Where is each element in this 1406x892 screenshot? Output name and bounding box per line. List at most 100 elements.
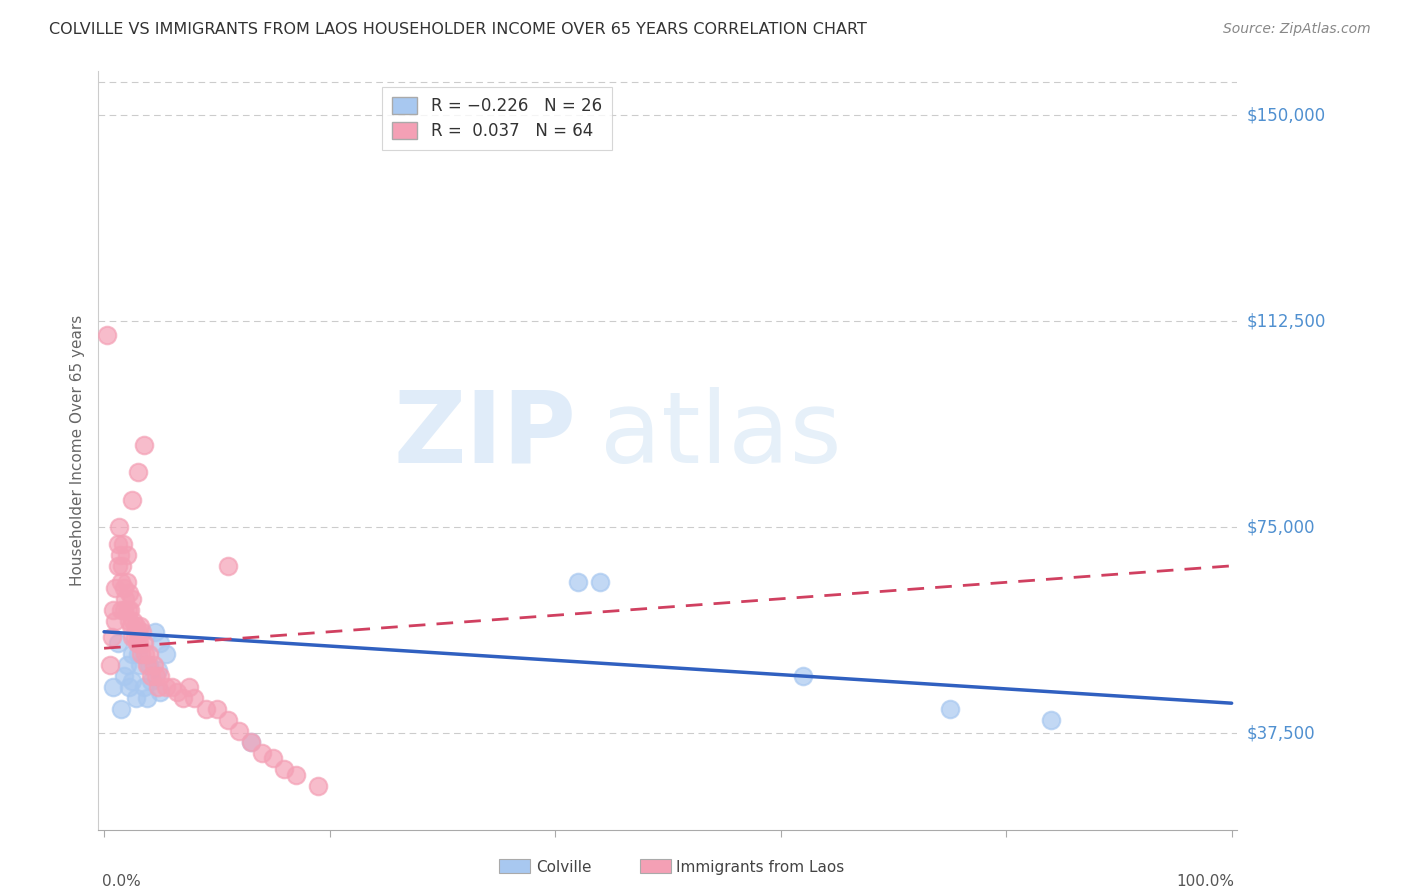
Point xyxy=(110,575,132,590)
Point xyxy=(284,767,307,781)
Text: COLVILLE VS IMMIGRANTS FROM LAOS HOUSEHOLDER INCOME OVER 65 YEARS CORRELATION CH: COLVILLE VS IMMIGRANTS FROM LAOS HOUSEHO… xyxy=(49,22,868,37)
Point xyxy=(112,669,135,683)
Text: $75,000: $75,000 xyxy=(1246,518,1315,536)
Text: atlas: atlas xyxy=(599,387,841,483)
Point xyxy=(121,492,143,507)
Point xyxy=(149,636,172,650)
Point xyxy=(149,669,172,683)
Text: $112,500: $112,500 xyxy=(1246,312,1326,330)
Point xyxy=(135,690,157,705)
Point xyxy=(101,603,124,617)
Point xyxy=(127,466,149,480)
Point xyxy=(122,614,145,628)
Point xyxy=(155,647,177,661)
Point xyxy=(112,537,135,551)
Point xyxy=(148,680,170,694)
Point xyxy=(101,680,124,694)
Text: 0.0%: 0.0% xyxy=(101,873,141,888)
Point xyxy=(118,603,141,617)
Point xyxy=(239,734,262,748)
Text: 100.0%: 100.0% xyxy=(1175,873,1234,888)
Point xyxy=(125,636,148,650)
Legend: R = −0.226   N = 26, R =  0.037   N = 64: R = −0.226 N = 26, R = 0.037 N = 64 xyxy=(382,87,612,150)
Point xyxy=(132,636,155,650)
Point xyxy=(96,328,118,343)
Point xyxy=(129,619,152,633)
Point xyxy=(114,591,136,606)
Point xyxy=(160,680,183,694)
Point xyxy=(127,647,149,661)
Point xyxy=(938,701,960,715)
Point xyxy=(121,630,143,644)
Point xyxy=(141,674,163,689)
Point xyxy=(101,630,124,644)
Point xyxy=(239,734,262,748)
Point xyxy=(143,624,166,639)
Point xyxy=(104,581,127,595)
Point xyxy=(273,762,295,776)
Point xyxy=(115,575,138,590)
Point xyxy=(142,657,165,672)
Point xyxy=(148,663,170,677)
Point xyxy=(194,701,217,715)
Text: $150,000: $150,000 xyxy=(1246,106,1326,124)
Point xyxy=(107,636,129,650)
Point xyxy=(183,690,205,705)
Point xyxy=(138,657,160,672)
Point xyxy=(121,674,143,689)
Point xyxy=(128,636,150,650)
Point xyxy=(110,603,132,617)
Point xyxy=(112,603,135,617)
Point xyxy=(155,680,177,694)
Point xyxy=(118,680,141,694)
Text: ZIP: ZIP xyxy=(394,387,576,483)
Point xyxy=(108,548,131,562)
Point xyxy=(177,680,200,694)
Point xyxy=(135,657,157,672)
Point xyxy=(792,669,814,683)
Point xyxy=(307,779,329,793)
Point xyxy=(228,723,250,738)
Point xyxy=(132,680,155,694)
Point xyxy=(149,685,172,699)
Text: Colville: Colville xyxy=(536,860,591,874)
Point xyxy=(134,647,156,661)
Point xyxy=(124,630,146,644)
Point xyxy=(117,603,139,617)
Point xyxy=(120,619,142,633)
Point xyxy=(107,537,129,551)
Y-axis label: Householder Income Over 65 years: Householder Income Over 65 years xyxy=(70,315,86,586)
Point xyxy=(589,575,612,590)
Point xyxy=(145,669,167,683)
Point xyxy=(138,647,160,661)
Point xyxy=(205,701,228,715)
Point xyxy=(166,685,188,699)
Point xyxy=(1040,713,1063,727)
Point xyxy=(111,558,134,573)
Point xyxy=(129,647,152,661)
Point xyxy=(107,520,129,534)
Point xyxy=(250,746,273,760)
Point xyxy=(118,614,141,628)
Point xyxy=(129,657,152,672)
Point xyxy=(110,701,132,715)
Point xyxy=(567,575,589,590)
Point xyxy=(217,713,239,727)
Text: Immigrants from Laos: Immigrants from Laos xyxy=(676,860,845,874)
Point xyxy=(115,548,138,562)
Point xyxy=(124,690,146,705)
Point xyxy=(131,624,153,639)
Point xyxy=(121,647,143,661)
Point xyxy=(112,581,135,595)
Point xyxy=(217,558,239,573)
Point xyxy=(124,619,146,633)
Point xyxy=(141,669,163,683)
Point xyxy=(118,586,141,600)
Point xyxy=(104,614,127,628)
Text: Source: ZipAtlas.com: Source: ZipAtlas.com xyxy=(1223,22,1371,37)
Point xyxy=(127,624,149,639)
Point xyxy=(115,657,138,672)
Point xyxy=(132,438,155,452)
Text: $37,500: $37,500 xyxy=(1246,724,1315,742)
Point xyxy=(121,591,143,606)
